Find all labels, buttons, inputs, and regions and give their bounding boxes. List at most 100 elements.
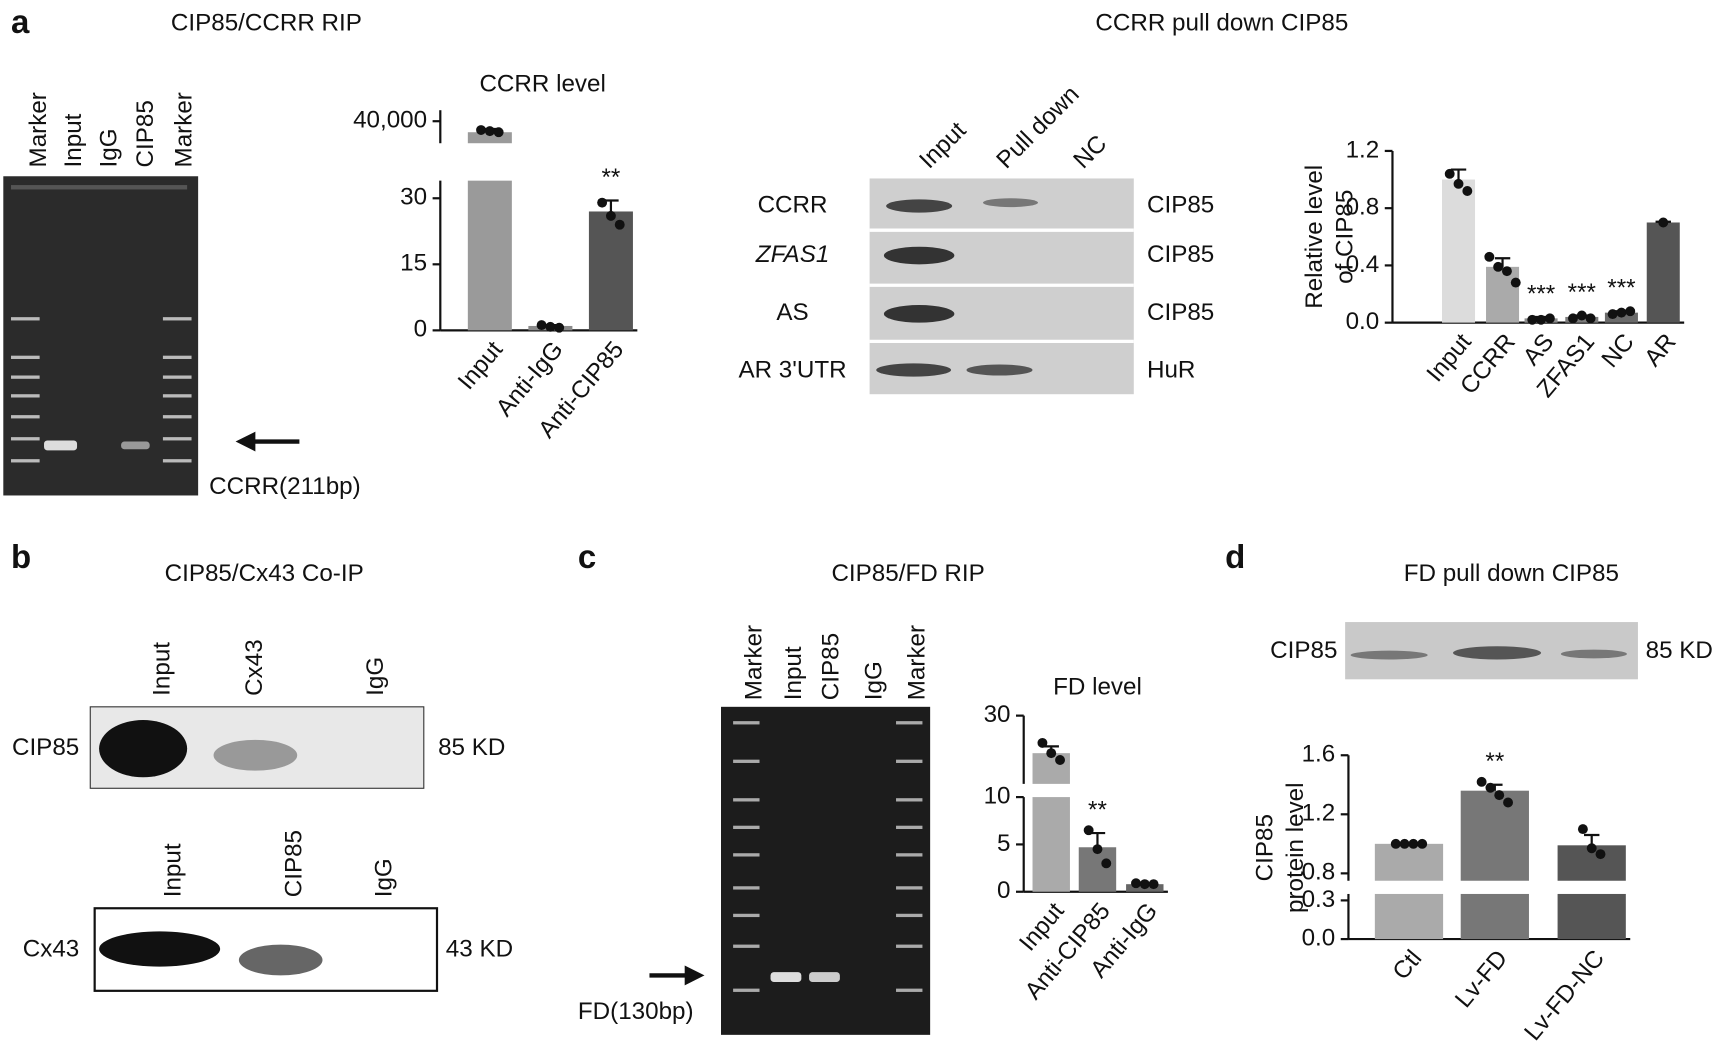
bar <box>1374 893 1444 940</box>
y-tick-label: 0 <box>414 316 427 343</box>
row-label: CIP85 <box>1147 299 1214 326</box>
data-point <box>545 321 556 332</box>
lane-label: IgG <box>362 657 389 696</box>
data-point <box>1046 748 1057 759</box>
lane-label: NC <box>1068 130 1112 174</box>
data-point <box>1485 782 1496 793</box>
lane-label: Marker <box>25 92 52 167</box>
annotation: *** <box>1527 280 1556 307</box>
panel-label: d <box>1225 538 1245 575</box>
y-axis-label: Relative level <box>1301 165 1328 309</box>
data-point <box>1510 277 1521 288</box>
data-point <box>1577 824 1588 835</box>
bar <box>1032 797 1070 892</box>
data-point <box>1476 776 1487 787</box>
data-point <box>1494 790 1505 801</box>
panel-label: c <box>578 538 596 575</box>
lane-label: Cx43 <box>241 639 268 696</box>
data-point <box>476 125 486 135</box>
y-axis-label: of CIP85 <box>1332 190 1359 284</box>
bar <box>1078 847 1117 892</box>
y-axis-label: CIP85 <box>1251 814 1278 881</box>
size-label: 43 KD <box>446 935 513 962</box>
data-point <box>536 320 547 331</box>
chart-title: CCRR level <box>479 70 605 97</box>
band-label: CCRR(211bp) <box>209 473 361 500</box>
data-point <box>1576 310 1587 321</box>
size-label: 85 KD <box>1646 637 1713 664</box>
annotation: *** <box>1568 279 1597 306</box>
x-tick-label: Lv-FD-NC <box>1519 945 1610 1046</box>
y-tick-label: 0.3 <box>1302 886 1336 913</box>
row-label: AS <box>776 299 808 326</box>
data-point <box>1536 314 1547 325</box>
marker-bands <box>11 185 192 463</box>
data-point <box>1484 251 1495 262</box>
lane-label: IgG <box>95 128 122 167</box>
row-label: HuR <box>1147 356 1195 383</box>
bar <box>1460 790 1529 881</box>
bar <box>467 132 512 144</box>
arrow <box>649 965 705 986</box>
data-point <box>554 322 565 333</box>
data-point <box>1453 178 1464 189</box>
band-label: FD(130bp) <box>578 998 694 1025</box>
y-tick-label: 1.6 <box>1302 741 1336 768</box>
bar <box>1557 893 1626 940</box>
y-tick-label: 5 <box>997 830 1010 857</box>
data-point <box>1148 879 1159 890</box>
x-tick-label: AR <box>1639 329 1681 372</box>
row-label: AR 3'UTR <box>738 356 846 383</box>
data-point <box>1544 313 1555 324</box>
data-point <box>493 127 504 138</box>
x-tick-label: NC <box>1597 329 1640 373</box>
y-tick-label: 1.2 <box>1346 136 1380 163</box>
data-point <box>614 219 625 230</box>
lane-label: Marker <box>741 625 768 700</box>
blot <box>1345 622 1638 680</box>
data-point <box>1139 879 1150 890</box>
data-point <box>1625 306 1636 317</box>
error-bar <box>1450 168 1467 180</box>
y-tick-label: 0.0 <box>1302 924 1336 951</box>
lane-label: IgG <box>860 661 887 700</box>
protein-label: CIP85 <box>12 734 79 761</box>
bar <box>1646 222 1680 323</box>
data-point <box>1390 838 1401 849</box>
annotation: *** <box>1607 275 1636 302</box>
protein-label: CIP85 <box>1270 637 1337 664</box>
blot <box>89 706 439 992</box>
x-tick-label: Input <box>453 336 508 395</box>
y-tick-label: 0.0 <box>1346 308 1380 335</box>
y-tick-label: 1.2 <box>1302 800 1336 827</box>
y-axis-label: protein level <box>1282 782 1309 913</box>
row-label: CCRR <box>758 191 828 218</box>
y-tick-label: 0.8 <box>1346 194 1380 221</box>
data-point <box>1616 307 1627 318</box>
title: CIP85/CCRR RIP <box>171 10 362 37</box>
marker-bands <box>733 721 923 992</box>
lane-label: Input <box>914 117 971 174</box>
data-point <box>1083 825 1094 836</box>
bar <box>1374 843 1444 881</box>
data-point <box>1037 737 1048 748</box>
annotation: ** <box>1485 748 1504 775</box>
title: CIP85/FD RIP <box>831 560 984 587</box>
data-point <box>1595 849 1606 860</box>
data-point <box>1503 797 1514 808</box>
lane-label: Marker <box>903 625 930 700</box>
protein-label: Cx43 <box>23 935 80 962</box>
arrow <box>235 431 300 452</box>
y-tick-label: 30 <box>984 701 1011 728</box>
data-point <box>1417 838 1428 849</box>
y-tick-label: 0.4 <box>1346 251 1380 278</box>
title: CCRR pull down CIP85 <box>1095 10 1348 37</box>
gel <box>721 706 931 1035</box>
band <box>809 972 840 983</box>
lane-label: CIP85 <box>132 100 159 167</box>
data-point <box>1101 858 1112 869</box>
y-tick-label: 10 <box>984 782 1011 809</box>
bar <box>1604 312 1638 323</box>
data-point <box>605 210 616 221</box>
